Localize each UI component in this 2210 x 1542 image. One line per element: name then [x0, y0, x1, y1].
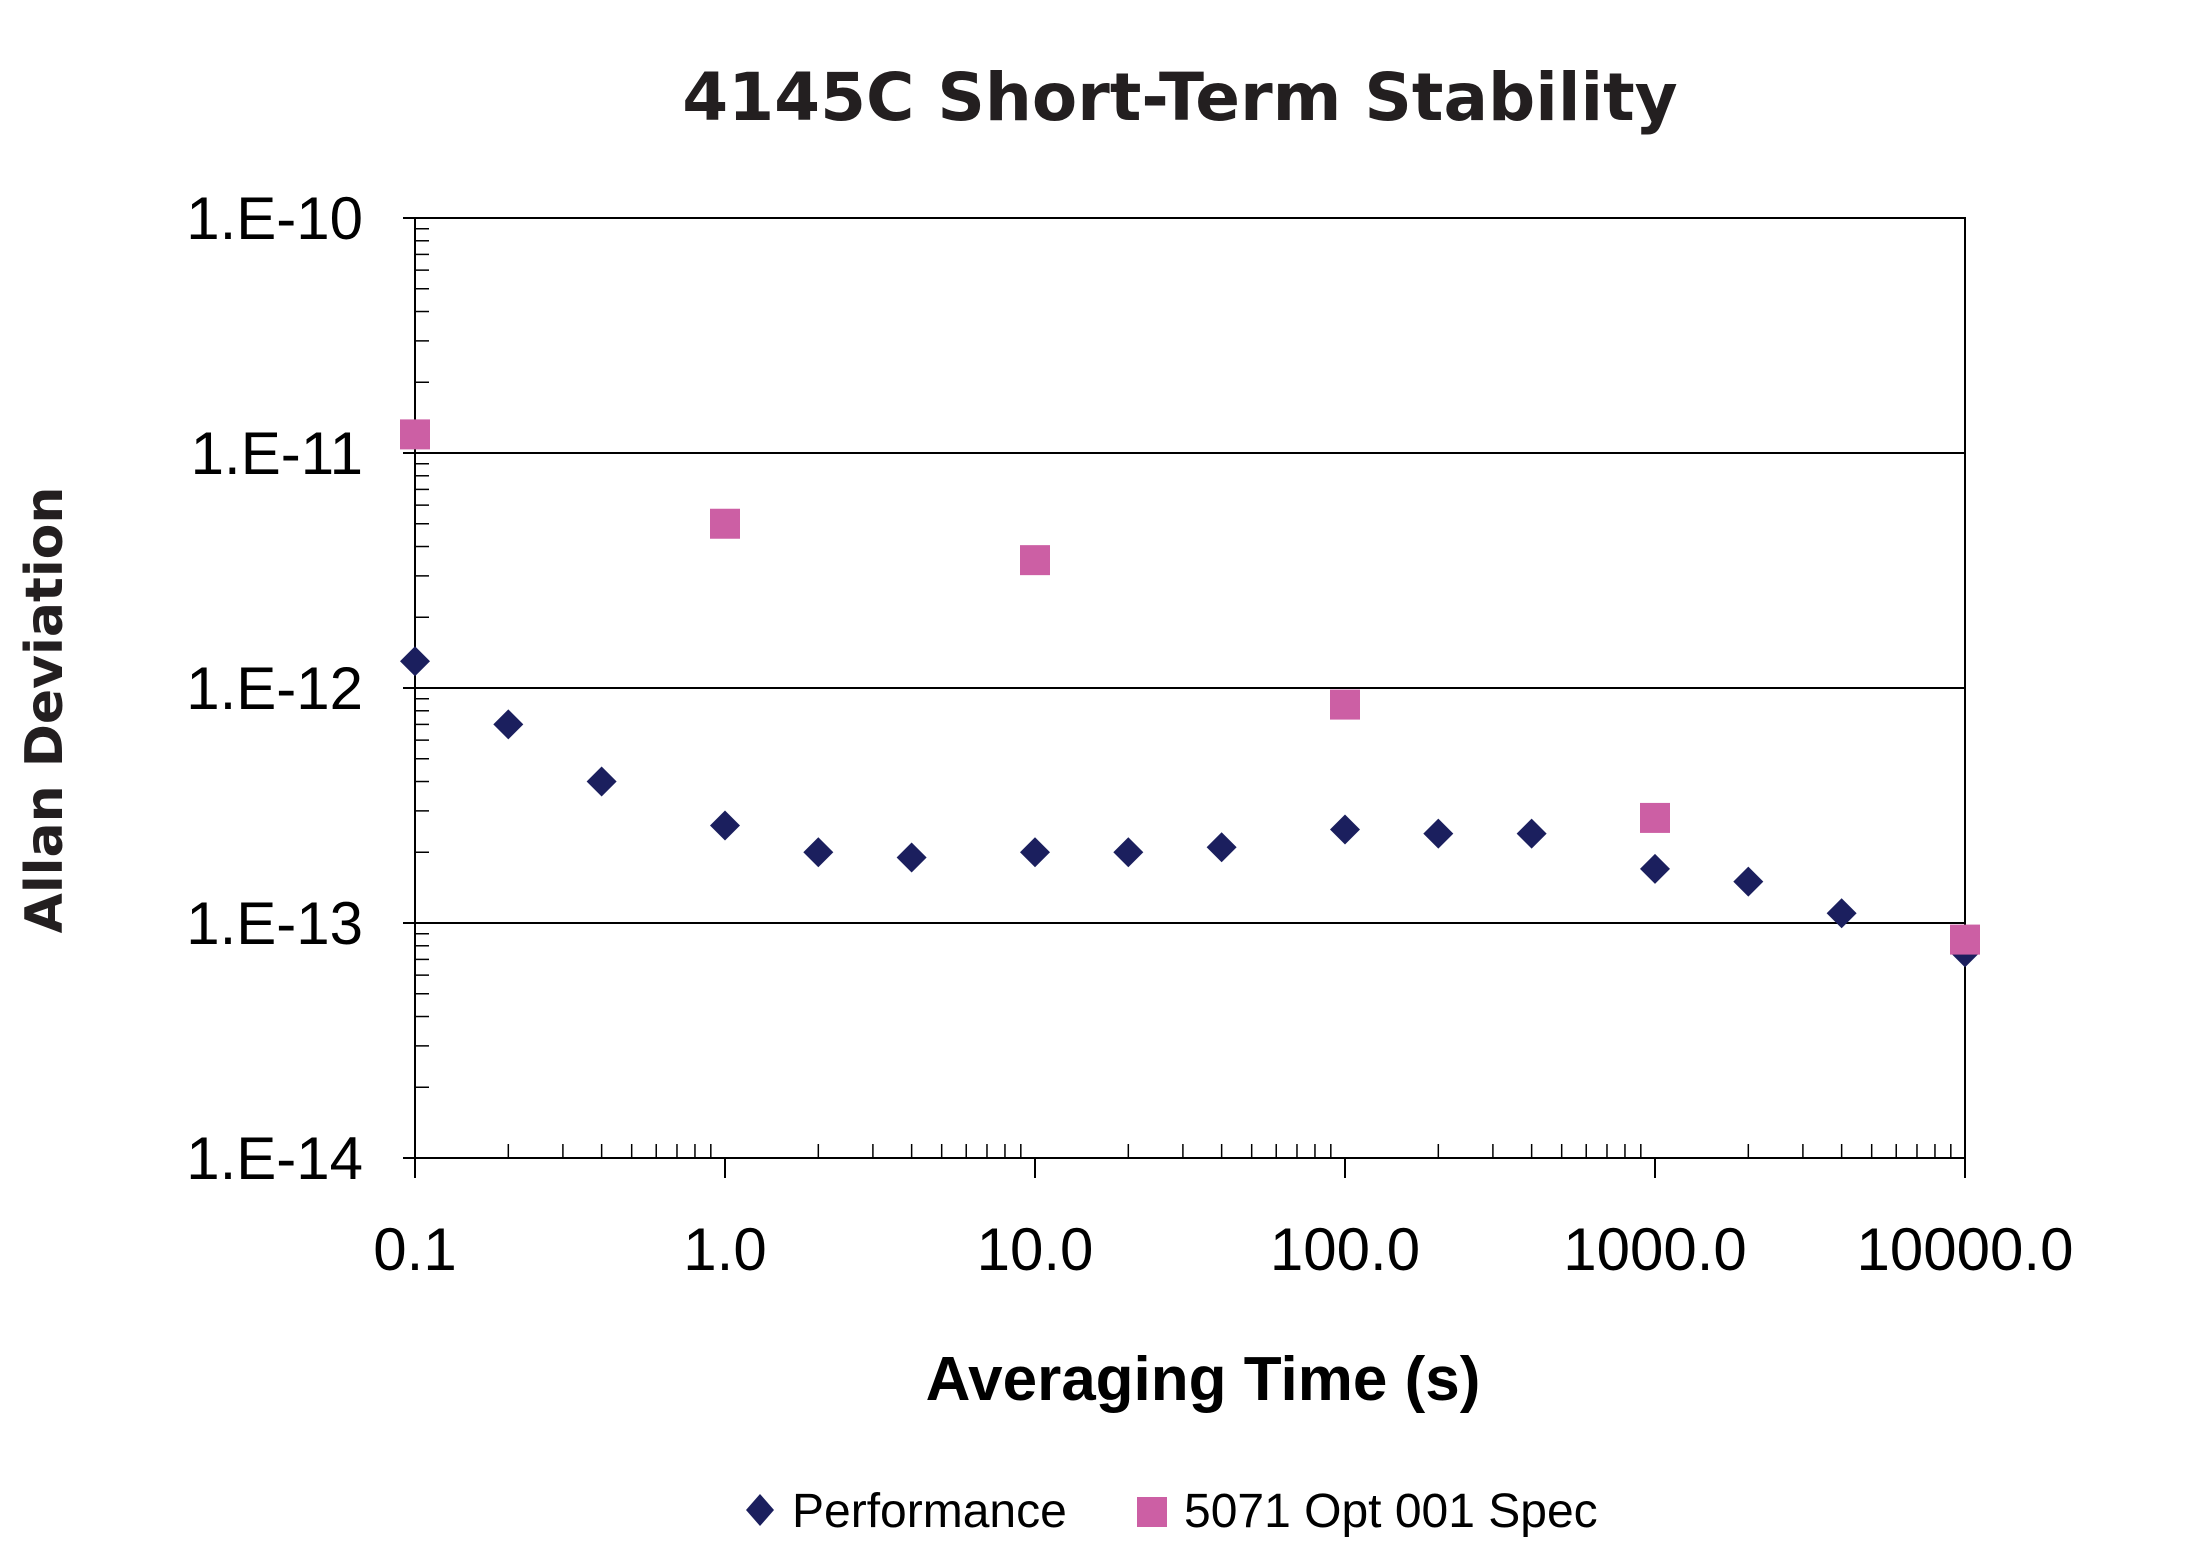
data-point-diamond: [1330, 814, 1360, 845]
y-tick-label: 1.E-10: [186, 185, 363, 252]
x-tick-label: 0.1: [373, 1216, 456, 1283]
data-point-diamond: [1020, 837, 1050, 868]
data-point-square: [1640, 802, 1670, 833]
x-tick-label: 10.0: [977, 1216, 1094, 1283]
legend-item-5071-opt-001-spec: 5071 Opt 001 Spec: [1137, 1485, 1598, 1538]
data-point-diamond: [1640, 853, 1670, 884]
y-tick-label: 1.E-13: [186, 890, 363, 957]
data-point-diamond: [896, 842, 927, 873]
x-axis-label: Averaging Time (s): [926, 1345, 1481, 1414]
data-point-square: [400, 419, 430, 450]
legend-marker-5071-opt-001-spec: [1137, 1497, 1167, 1527]
legend-label-5071-opt-001-spec: 5071 Opt 001 Spec: [1184, 1485, 1598, 1538]
x-tick-label: 10000.0: [1857, 1216, 2074, 1283]
series-5071-opt-001-spec: [400, 419, 1980, 955]
data-point-diamond: [1423, 818, 1454, 849]
data-point-diamond: [1516, 818, 1547, 849]
y-axis-label: Allan Deviation: [15, 487, 75, 934]
chart-title: 4145C Short-Term Stability: [682, 59, 1677, 136]
legend-label-performance: Performance: [792, 1485, 1067, 1538]
legend-item-performance: Performance: [746, 1485, 1067, 1538]
series-performance: [400, 646, 1980, 968]
data-point-diamond: [493, 709, 524, 740]
data-point-diamond: [586, 766, 617, 797]
data-point-diamond: [803, 837, 834, 868]
legend: Performance 5071 Opt 001 Spec: [746, 1485, 1598, 1538]
x-tick-label: 100.0: [1270, 1216, 1420, 1283]
legend-marker-performance: [746, 1494, 774, 1526]
data-point-square: [710, 508, 740, 539]
data-point-diamond: [710, 810, 740, 841]
y-tick-label: 1.E-14: [186, 1125, 363, 1192]
data-point-square: [1950, 924, 1980, 955]
x-tick-labels: 0.1 1.0 10.0 100.0 1000.0 10000.0: [373, 1216, 2073, 1283]
data-point-diamond: [1206, 832, 1237, 863]
x-tick-label: 1.0: [683, 1216, 766, 1283]
x-tick-label: 1000.0: [1563, 1216, 1747, 1283]
minor-ticks: [403, 217, 1966, 1178]
y-tick-labels: 1.E-10 1.E-11 1.E-12 1.E-13 1.E-14: [186, 185, 363, 1192]
y-tick-label: 1.E-12: [186, 655, 363, 722]
data-series: [400, 419, 1980, 968]
gridlines: [415, 217, 1965, 1159]
data-point-diamond: [400, 646, 430, 677]
data-point-square: [1330, 689, 1360, 720]
data-point-square: [1020, 545, 1050, 576]
y-tick-label: 1.E-11: [191, 420, 363, 487]
data-point-diamond: [1733, 866, 1764, 897]
data-point-diamond: [1826, 898, 1857, 929]
data-point-diamond: [1113, 837, 1144, 868]
